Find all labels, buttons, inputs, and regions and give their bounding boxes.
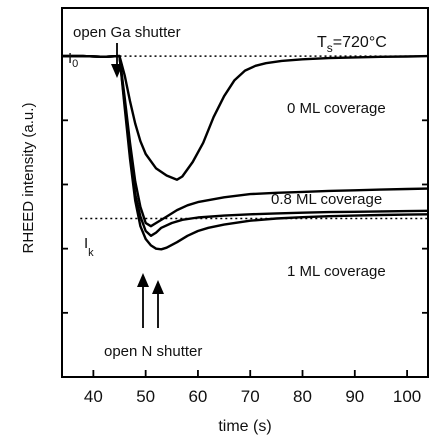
data-series — [62, 54, 429, 251]
y-axis-label: RHEED intensity (a.u.) — [20, 103, 37, 254]
x-tick-label: 50 — [136, 387, 155, 406]
series-line-4 — [62, 54, 429, 251]
ik-label: Ik — [84, 235, 94, 259]
y-axis-ticks — [62, 55, 428, 314]
x-tick-label: 90 — [345, 387, 364, 406]
plot-frame — [61, 7, 429, 378]
x-tick-label: 70 — [241, 387, 260, 406]
open-n-shutter-label: open N shutter — [104, 343, 202, 360]
x-axis-ticks: 40 50 60 70 80 90 100 — [84, 370, 421, 406]
reference-lines — [80, 55, 428, 220]
series-line-1 — [62, 54, 429, 181]
x-tick-label: 60 — [188, 387, 207, 406]
i0-label: I0 — [68, 50, 78, 70]
series-label-1ml: 1 ML coverage — [287, 263, 386, 280]
series-label-08ml: 0.8 ML coverage — [271, 191, 382, 208]
series-line-3 — [62, 54, 429, 237]
series-label-0ml: 0 ML coverage — [287, 100, 386, 117]
temperature-label: Ts=720°C — [317, 34, 387, 55]
x-tick-label: 40 — [84, 387, 103, 406]
open-ga-shutter-label: open Ga shutter — [73, 24, 181, 41]
x-tick-label: 80 — [293, 387, 312, 406]
ga-shutter-arrow — [111, 43, 123, 78]
n-shutter-arrows — [137, 273, 164, 328]
x-tick-label: 100 — [393, 387, 421, 406]
x-axis-label: time (s) — [218, 418, 271, 435]
